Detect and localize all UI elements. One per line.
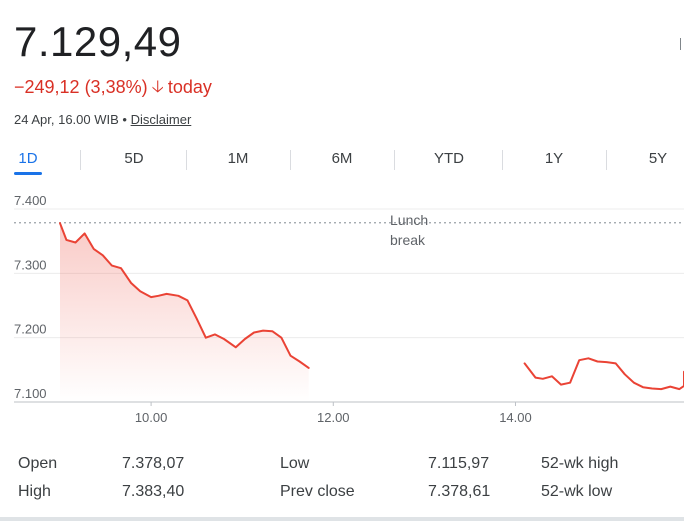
- price-line-afternoon: [523, 357, 684, 391]
- current-price: 7.129,49: [14, 18, 182, 65]
- tab-1y[interactable]: 1Y: [544, 150, 564, 167]
- price-change-period: today: [167, 77, 212, 97]
- stat-prev-close-value: 7.378,61: [428, 483, 491, 500]
- stat-low-value: 7.115,97: [428, 455, 490, 472]
- tab-6m[interactable]: 6M: [331, 150, 353, 167]
- price-change: −249,12 (3,38%) 🡣 today: [14, 76, 212, 98]
- range-tabs: 1D 5D 1M 6M YTD 1Y 5Y: [0, 144, 684, 180]
- active-tab-indicator: [14, 172, 42, 175]
- tab-5d[interactable]: 5D: [124, 150, 144, 167]
- more-options-icon[interactable]: [680, 38, 683, 50]
- price-chart[interactable]: 7.400 7.300 7.200 7.100 10.00 12.00 14.00 Lunch…: [0, 195, 684, 430]
- arrow-down-icon: 🡣: [151, 77, 164, 96]
- tab-divider: [80, 150, 81, 170]
- tab-5y[interactable]: 5Y: [648, 150, 668, 167]
- quote-timestamp: 24 Apr, 16.00 WIB: [14, 112, 119, 127]
- stat-high-label: High: [18, 483, 51, 500]
- tab-1m[interactable]: 1M: [227, 150, 249, 167]
- stat-prev-close-label: Prev close: [280, 483, 355, 500]
- price-change-value: −249,12 (3,38%): [14, 77, 148, 97]
- x-tick-label: 12.00: [317, 410, 350, 425]
- price-area-fill: [60, 223, 309, 402]
- stat-open-value: 7.378,07: [122, 455, 185, 472]
- tab-ytd[interactable]: YTD: [434, 150, 464, 167]
- stat-52wk-low-label: 52-wk low: [541, 483, 613, 500]
- disclaimer-link[interactable]: Disclaimer: [130, 112, 192, 127]
- stat-open-label: Open: [18, 455, 58, 472]
- stat-high-value: 7.383,40: [122, 483, 185, 500]
- y-tick-label: 7.100: [14, 386, 47, 401]
- x-tick-label: 10.00: [135, 410, 168, 425]
- tab-divider: [502, 150, 503, 170]
- tab-divider: [186, 150, 187, 170]
- tab-divider: [394, 150, 395, 170]
- lunch-break-label: break: [390, 232, 426, 248]
- stat-low-label: Low: [280, 455, 310, 472]
- y-tick-label: 7.200: [14, 322, 47, 337]
- stat-52wk-high-label: 52-wk high: [541, 455, 619, 472]
- quote-meta: 24 Apr, 16.00 WIB • Disclaimer: [14, 111, 191, 128]
- bottom-divider: [0, 517, 684, 521]
- y-tick-label: 7.300: [14, 257, 47, 272]
- lunch-break-label: Lunch: [390, 212, 428, 228]
- tab-divider: [290, 150, 291, 170]
- x-tick-label: 14.00: [499, 410, 532, 425]
- key-stats: Open 7.378,07 High 7.383,40 Low 7.115,97…: [0, 448, 684, 518]
- tab-1d[interactable]: 1D: [18, 150, 38, 167]
- y-tick-label: 7.400: [14, 195, 47, 208]
- price-line-morning: [59, 222, 310, 369]
- tab-divider: [606, 150, 607, 170]
- meta-separator: •: [122, 112, 127, 127]
